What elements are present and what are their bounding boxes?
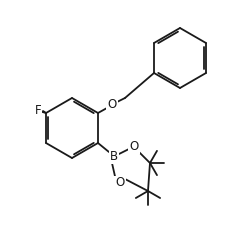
Text: O: O (115, 177, 124, 190)
Text: O: O (107, 98, 117, 111)
Text: F: F (35, 105, 41, 118)
Text: B: B (110, 151, 118, 164)
Text: O: O (129, 140, 138, 153)
